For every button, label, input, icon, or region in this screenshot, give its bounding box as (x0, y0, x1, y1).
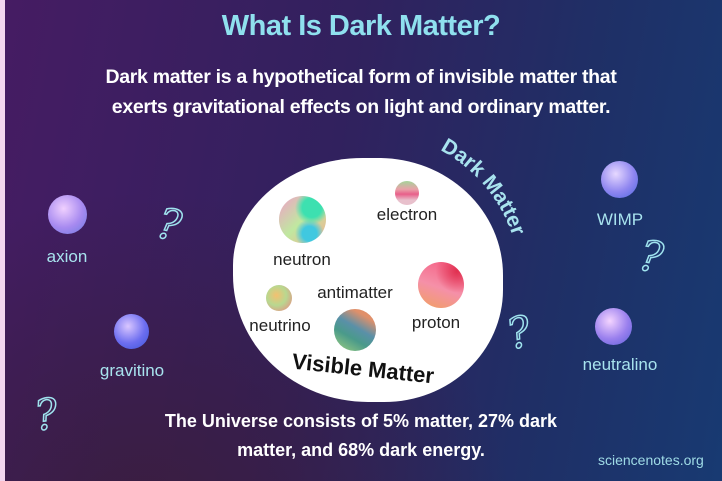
electron-label: electron (376, 205, 438, 224)
axion-sphere (48, 195, 87, 234)
antimatter-sphere (334, 309, 376, 351)
page-title: What Is Dark Matter? (221, 10, 501, 42)
site-credit: sciencenotes.org (598, 452, 704, 468)
axion-label: axion (46, 247, 88, 266)
proton-label: proton (411, 313, 461, 332)
subtitle-line-1: Dark matter is a hypothetical form of in… (105, 66, 617, 88)
neutron-label: neutron (273, 250, 331, 269)
neutralino-sphere (595, 308, 632, 345)
wimp-label: WIMP (596, 210, 644, 229)
wimp-sphere (601, 161, 638, 198)
neutron-sphere (279, 196, 326, 243)
bottom-text-line-1: The Universe consists of 5% matter, 27% … (164, 411, 558, 431)
neutralino-label: neutralino (582, 355, 658, 374)
gravitino-label: gravitino (99, 361, 165, 380)
gravitino-sphere (114, 314, 149, 349)
bottom-text-line-2: matter, and 68% dark energy. (237, 440, 485, 460)
antimatter-label: antimatter (317, 283, 393, 302)
proton-sphere (418, 262, 464, 308)
edge-strip (0, 0, 5, 481)
electron-sphere (395, 181, 419, 205)
neutrino-sphere (266, 285, 292, 311)
neutrino-label: neutrino (249, 316, 311, 335)
subtitle-line-2: exerts gravitational effects on light an… (111, 96, 611, 118)
